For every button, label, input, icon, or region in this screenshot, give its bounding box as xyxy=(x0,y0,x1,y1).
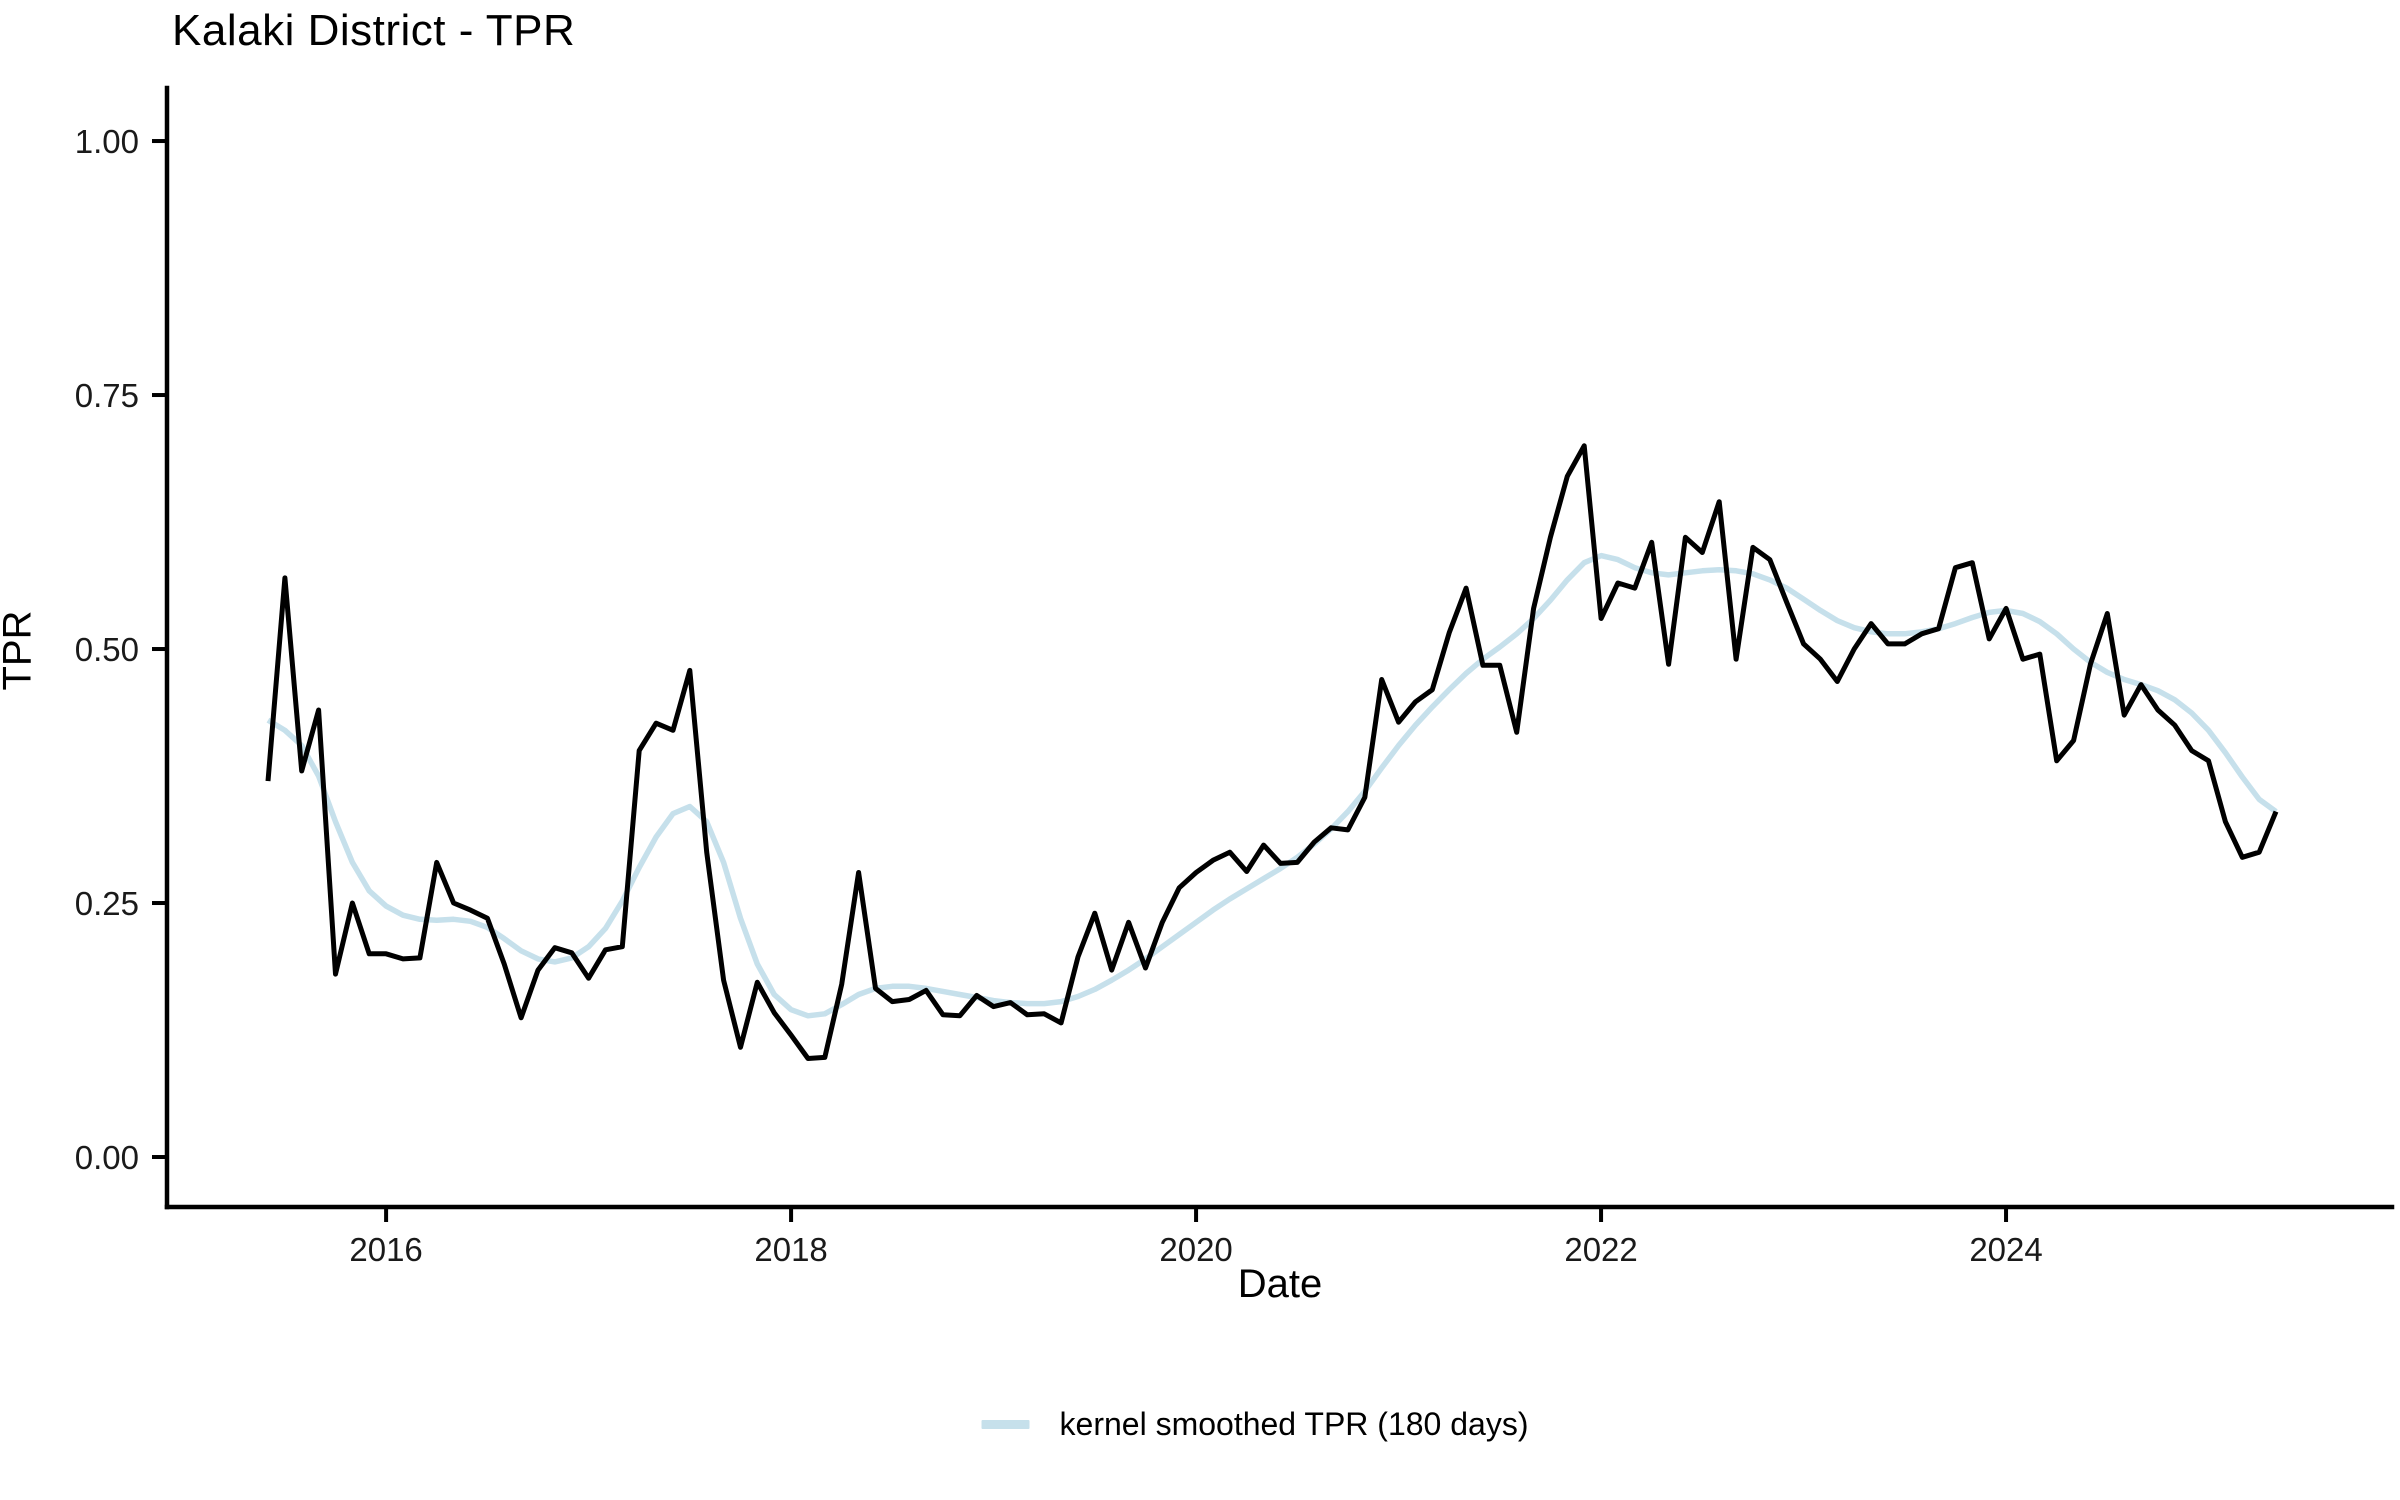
x-tick-label: 2018 xyxy=(754,1231,827,1268)
series-smoothed-line xyxy=(266,552,2278,1019)
y-tick-label: 0.25 xyxy=(75,885,139,922)
legend-item-label: kernel smoothed TPR (180 days) xyxy=(1059,1405,1529,1442)
x-tick-label: 2024 xyxy=(1969,1231,2042,1268)
x-tick-label: 2020 xyxy=(1159,1231,1232,1268)
x-tick-label: 2016 xyxy=(349,1231,422,1268)
series-tpr-line xyxy=(265,443,2279,1061)
x-tick-label: 2022 xyxy=(1564,1231,1637,1268)
y-tick-label: 0.50 xyxy=(75,631,139,668)
legend: kernel smoothed TPR (180 days) xyxy=(981,1402,1529,1446)
y-axis-title: TPR xyxy=(0,610,40,691)
legend-line-swatch xyxy=(981,1419,1030,1429)
y-tick-label: 0.00 xyxy=(75,1139,139,1176)
y-tick-label: 1.00 xyxy=(75,123,139,160)
chart-title: Kalaki District - TPR xyxy=(172,6,576,55)
x-axis-title: Date xyxy=(1237,1262,1323,1306)
y-tick-label: 0.75 xyxy=(75,377,139,414)
